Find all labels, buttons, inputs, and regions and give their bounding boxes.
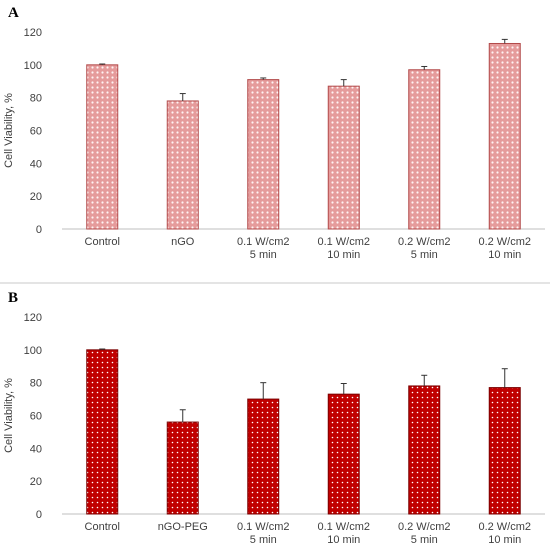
bar (408, 385, 441, 515)
y-tick-label: 100 (24, 345, 42, 357)
y-tick-label: 120 (24, 312, 42, 324)
x-tick-label: 5 min (411, 534, 438, 546)
bar (247, 398, 280, 515)
chart-panel-b: B Cell Viability, % 0 20 40 60 80 100 120 Control… (3, 290, 545, 546)
y-tick-label: 0 (36, 224, 42, 236)
x-tick-label: 10 min (488, 249, 521, 261)
x-tick-label: 0.2 W/cm2 (398, 236, 451, 248)
bar (488, 387, 521, 515)
x-tick-label: 0.1 W/cm2 (237, 236, 290, 248)
bar (488, 42, 521, 230)
y-tick-label: 80 (30, 93, 42, 105)
x-tick-label: nGO (171, 236, 195, 248)
y-tick-label: 0 (36, 509, 42, 521)
x-tick-label: 10 min (327, 249, 360, 261)
x-tick-label: 0.2 W/cm2 (478, 521, 531, 533)
x-tick-label: 5 min (250, 534, 277, 546)
x-tick-label: 0.2 W/cm2 (478, 236, 531, 248)
x-tick-label: 10 min (488, 534, 521, 546)
panel-label: B (8, 290, 18, 306)
bar (327, 393, 360, 515)
y-tick-label: 20 (30, 191, 42, 203)
x-tick-label: 5 min (411, 249, 438, 261)
y-tick-label: 100 (24, 60, 42, 72)
bar (247, 79, 280, 230)
x-tick-label: 5 min (250, 249, 277, 261)
y-tick-label: 60 (30, 411, 42, 423)
y-tick-label: 20 (30, 476, 42, 488)
y-tick-label: 80 (30, 378, 42, 390)
y-tick-label: 40 (30, 443, 42, 455)
y-tick-label: 40 (30, 158, 42, 170)
bar (166, 421, 199, 515)
bar (408, 69, 441, 230)
y-tick-label: 120 (24, 27, 42, 39)
y-axis-label: Cell Viability, % (3, 378, 15, 453)
x-tick-label: Control (85, 521, 120, 533)
x-tick-label: 0.1 W/cm2 (237, 521, 290, 533)
y-tick-label: 60 (30, 126, 42, 138)
x-tick-label: 10 min (327, 534, 360, 546)
chart-panel-a: A Cell Viability, % 0 20 40 60 80 100 120 Control… (3, 5, 545, 261)
x-tick-label: nGO-PEG (158, 521, 208, 533)
bar (166, 100, 199, 230)
y-axis-label: Cell Viability, % (3, 93, 15, 168)
x-tick-label: 0.1 W/cm2 (317, 236, 370, 248)
x-tick-label: 0.2 W/cm2 (398, 521, 451, 533)
bar (86, 349, 119, 515)
panel-label: A (8, 5, 19, 21)
x-tick-label: 0.1 W/cm2 (317, 521, 370, 533)
x-tick-label: Control (85, 236, 120, 248)
bar (327, 85, 360, 230)
bar (86, 64, 119, 230)
